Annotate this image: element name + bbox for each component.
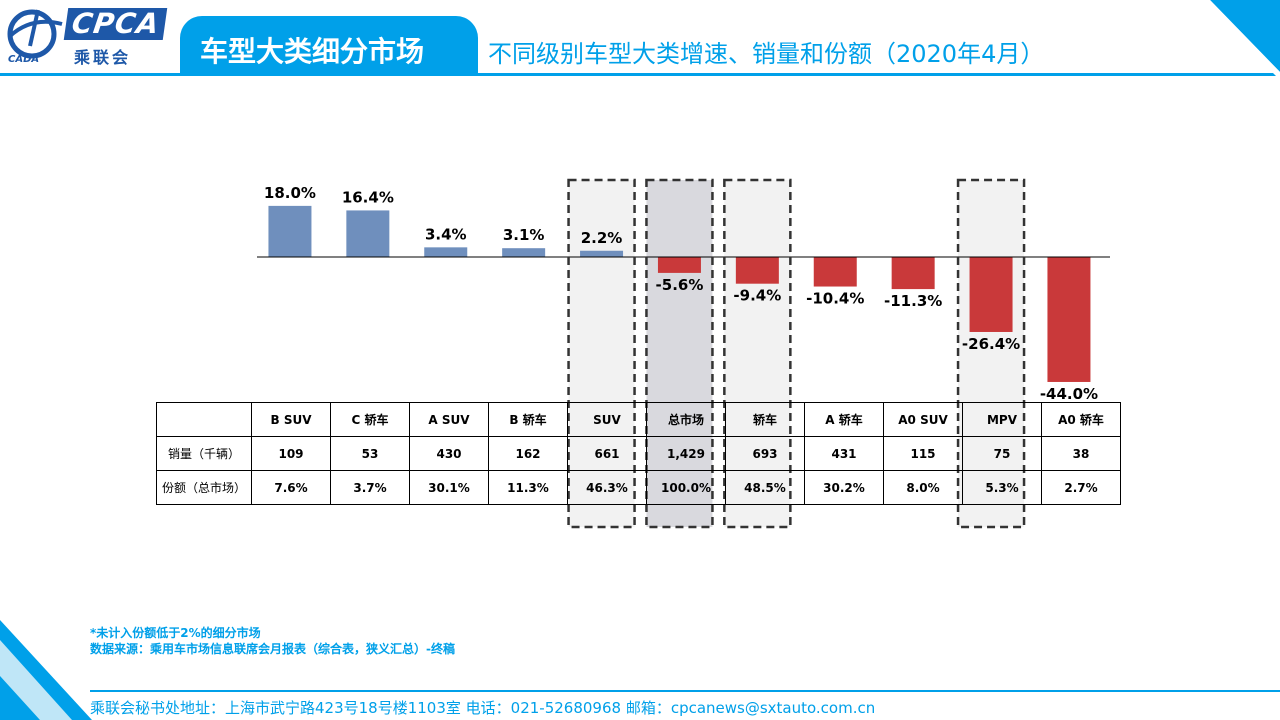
table-cell: 693 xyxy=(725,436,805,471)
title-tab xyxy=(180,16,478,74)
note-source: 数据来源：乘用车市场信息联席会月报表（综合表，狭义汇总）-终稿 xyxy=(90,642,455,656)
bar-data-label: 3.4% xyxy=(425,225,467,243)
table-cell: 53 xyxy=(330,436,410,471)
table-cell: 7.6% xyxy=(251,470,331,505)
table-row-label: 销量（千辆） xyxy=(156,436,252,471)
table-cell: 8.0% xyxy=(883,470,963,505)
table-cell: 48.5% xyxy=(725,470,805,505)
table-cell: 3.7% xyxy=(330,470,410,505)
bar xyxy=(502,248,546,257)
table-header-cell: MPV xyxy=(962,402,1042,437)
bar-data-label: 16.4% xyxy=(342,188,394,206)
bar xyxy=(346,210,390,257)
bar-data-label: -10.4% xyxy=(806,290,864,308)
highlight-dashed-box xyxy=(645,178,714,529)
bar xyxy=(580,250,624,257)
logo-sub: CADA xyxy=(8,54,40,65)
logo: CADA CPCA 乘联会 xyxy=(0,0,180,72)
table-cell: 100.0% xyxy=(646,470,726,505)
table-header-row: B SUV C 轿车 A SUV B 轿车 SUV 总市场 轿车 A 轿车 A0 SUV MPV A… xyxy=(156,402,1121,437)
table-cell: 46.3% xyxy=(567,470,647,505)
table-header-cell: SUV xyxy=(567,402,647,437)
header-divider xyxy=(0,73,1280,76)
table-header-cell: B SUV xyxy=(251,402,331,437)
table-header-cell: A SUV xyxy=(409,402,489,437)
bar xyxy=(657,257,701,273)
table-cell: 430 xyxy=(409,436,489,471)
bar xyxy=(813,257,857,287)
bar-data-label: -11.3% xyxy=(884,292,942,310)
table-header-cell: 总市场 xyxy=(646,402,726,437)
bar xyxy=(268,205,312,257)
table-row-share: 份额（总市场） 7.6% 3.7% 30.1% 11.3% 46.3% 100.0% 48.… xyxy=(156,470,1121,505)
bar-data-label: -44.0% xyxy=(1040,385,1098,403)
table-corner-cell xyxy=(156,402,252,437)
bar-data-label: -26.4% xyxy=(962,335,1020,353)
page-subtitle: 不同级别车型大类增速、销量和份额（2020年4月） xyxy=(488,40,1045,68)
table-cell: 75 xyxy=(962,436,1042,471)
logo-emblem-icon xyxy=(7,9,63,59)
bar xyxy=(969,257,1013,332)
table-cell: 30.1% xyxy=(409,470,489,505)
table-cell: 38 xyxy=(1041,436,1121,471)
table-cell: 30.2% xyxy=(804,470,884,505)
table-cell: 1,429 xyxy=(646,436,726,471)
highlight-dashed-box xyxy=(956,178,1026,529)
table-cell: 661 xyxy=(567,436,647,471)
table-header-cell: 轿车 xyxy=(725,402,805,437)
table-cell: 5.3% xyxy=(962,470,1042,505)
highlight-dashed-box xyxy=(723,178,792,529)
table-header-cell: B 轿车 xyxy=(488,402,568,437)
corner-decoration-top-right xyxy=(1200,0,1280,80)
table-cell: 115 xyxy=(883,436,963,471)
highlight-dashed-box xyxy=(567,178,636,529)
table-header-cell: C 轿车 xyxy=(330,402,410,437)
table-cell: 2.7% xyxy=(1041,470,1121,505)
table-row-sales: 销量（千辆） 109 53 430 162 661 1,429 693 431 115 75 38 xyxy=(156,436,1121,471)
bar xyxy=(891,257,935,290)
footer-contact: 乘联会秘书处地址：上海市武宁路423号18号楼1103室 电话：021-5268… xyxy=(90,699,876,717)
corner-decoration-bottom-left xyxy=(0,620,92,720)
bar xyxy=(1047,257,1091,382)
bar-data-label: -5.6% xyxy=(656,276,704,294)
data-table: B SUV C 轿车 A SUV B 轿车 SUV 总市场 轿车 A 轿车 A0 SUV MPV A… xyxy=(156,402,1121,505)
bar-data-label: 3.1% xyxy=(503,226,545,244)
table-row-label: 份额（总市场） xyxy=(156,470,252,505)
table-cell: 109 xyxy=(251,436,331,471)
bar xyxy=(735,257,779,284)
table-header-cell: A 轿车 xyxy=(804,402,884,437)
footer-divider xyxy=(90,690,1280,692)
table-header-cell: A0 轿车 xyxy=(1041,402,1121,437)
bar-data-label: -9.4% xyxy=(733,287,781,305)
page-title: 车型大类细分市场 xyxy=(200,35,425,68)
bar-data-label: 2.2% xyxy=(581,229,623,247)
table-cell: 431 xyxy=(804,436,884,471)
bar-data-label: 18.0% xyxy=(264,184,316,202)
logo-brand-cn: 乘联会 xyxy=(74,48,132,67)
bar xyxy=(424,247,468,257)
table-cell: 162 xyxy=(488,436,568,471)
note-threshold: *未计入份额低于2%的细分市场 xyxy=(90,626,261,640)
table-cell: 11.3% xyxy=(488,470,568,505)
table-header-cell: A0 SUV xyxy=(883,402,963,437)
